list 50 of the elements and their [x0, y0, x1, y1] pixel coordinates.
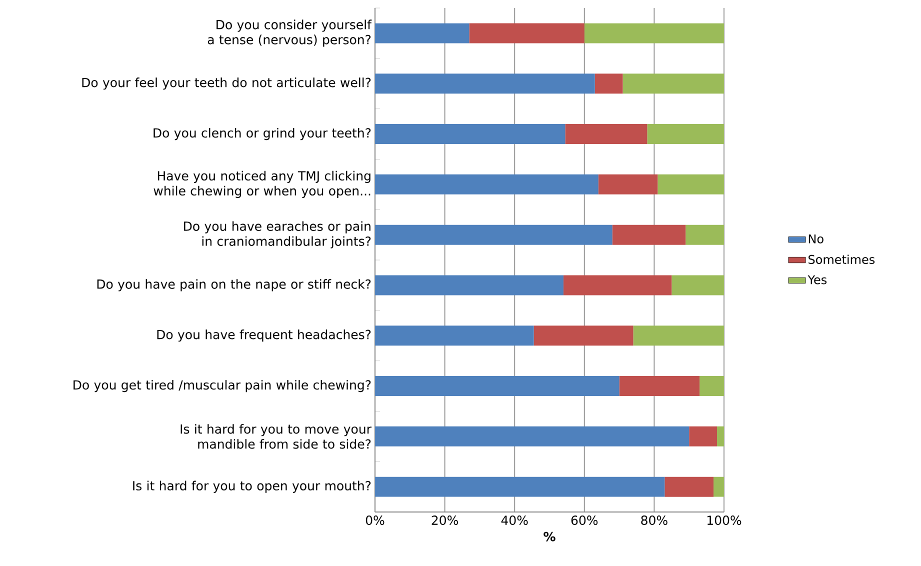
bar	[700, 376, 724, 396]
bar	[717, 426, 724, 446]
bar	[375, 174, 598, 194]
bar	[647, 124, 724, 144]
legend-label: Yes	[808, 275, 827, 284]
bar	[565, 124, 648, 144]
y-tick-label: Do you have pain on the nape or stiff neck?	[97, 279, 371, 292]
y-tick-label: Do you have earaches or pain in craniomandibular joints?	[184, 221, 371, 248]
y-tick-label: Do you get tired /muscular pain while chewing?	[74, 380, 371, 392]
y-tick-label: Do your feel your teeth do not articulate well?	[82, 78, 371, 90]
y-tick-label: Is it hard for you to open your mouth?	[133, 480, 371, 493]
x-tick-label: 0%	[366, 516, 384, 525]
x-tick-label: 80%	[641, 516, 668, 525]
bar	[375, 23, 470, 44]
bar	[375, 74, 595, 94]
bar	[672, 275, 724, 296]
bar	[622, 74, 724, 94]
bar	[612, 224, 686, 245]
bar	[664, 476, 714, 497]
bar	[598, 174, 658, 194]
bar	[375, 376, 620, 396]
bar	[534, 326, 634, 346]
x-tick-label: 100%	[708, 516, 742, 525]
bar	[686, 224, 724, 245]
bar	[594, 74, 623, 94]
y-tick-label: Do you clench or grind your teeth?	[154, 128, 371, 140]
x-tick-label: 20%	[432, 516, 458, 525]
bar	[375, 124, 566, 144]
x-tick-label: 40%	[501, 516, 528, 525]
bar	[375, 224, 612, 245]
legend-label: No	[808, 234, 824, 244]
legend-label: Sometimes	[808, 254, 875, 264]
y-tick-label: Do you consider yourself a tense (nervous) person?	[208, 20, 372, 47]
y-tick-label: Do you have frequent headaches?	[157, 330, 371, 342]
bar	[714, 476, 724, 497]
x-axis-title: %	[544, 532, 556, 542]
bar	[633, 326, 724, 346]
y-tick-label: Have you noticed any TMJ clicking while chewing or when you open...	[154, 170, 370, 198]
bar	[375, 275, 564, 296]
bar	[619, 376, 700, 396]
x-tick-label: 60%	[571, 516, 598, 525]
bar	[689, 426, 718, 446]
bar	[563, 275, 672, 296]
bar	[469, 23, 584, 44]
bar	[658, 174, 724, 194]
y-tick-label: Is it hard for you to move your mandible from side to side?	[180, 424, 372, 449]
bar	[375, 476, 665, 497]
bar	[584, 23, 724, 44]
bar	[375, 426, 690, 446]
bar	[375, 326, 534, 346]
